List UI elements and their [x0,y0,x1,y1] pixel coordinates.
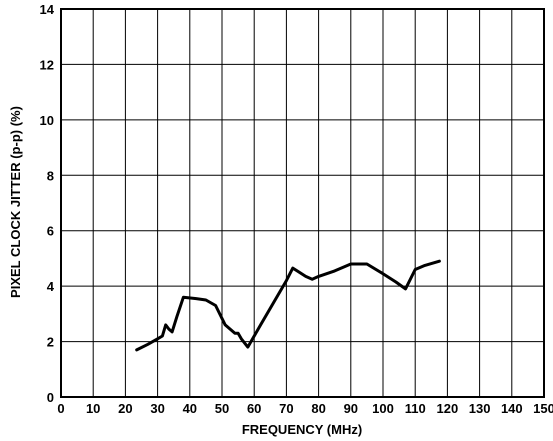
y-tick-label: 8 [47,168,54,183]
y-tick-label: 6 [47,224,54,239]
grid [60,8,545,398]
y-tick-label: 4 [47,279,55,294]
y-tick-label: 12 [40,57,54,72]
x-tick-label: 30 [150,401,164,416]
x-tick-label: 120 [437,401,459,416]
y-tick-label: 14 [40,2,55,17]
x-tick-label: 70 [279,401,293,416]
y-tick-label: 2 [47,335,54,350]
tick-labels: 0 10 20 30 40 50 60 70 80 90 100 110 120 130 140 150 0 2 4… [40,2,553,416]
x-tick-label: 90 [344,401,358,416]
x-tick-label: 60 [247,401,261,416]
x-tick-label: 40 [183,401,197,416]
plot-frame [60,8,545,398]
x-tick-label: 80 [311,401,325,416]
y-axis-label: PIXEL CLOCK JITTER (p-p) (%) [8,106,23,298]
x-tick-label: 0 [57,401,64,416]
x-tick-label: 150 [533,401,553,416]
x-tick-label: 110 [405,401,426,416]
x-tick-label: 50 [215,401,229,416]
x-tick-label: 140 [501,401,523,416]
jitter-line [135,259,441,352]
x-tick-label: 130 [469,401,491,416]
x-tick-label: 10 [86,401,100,416]
x-tick-label: 100 [372,401,394,416]
y-tick-label: 10 [40,113,54,128]
x-tick-label: 20 [118,401,132,416]
y-tick-label: 0 [47,390,54,405]
x-axis-label: FREQUENCY (MHz) [242,422,362,437]
